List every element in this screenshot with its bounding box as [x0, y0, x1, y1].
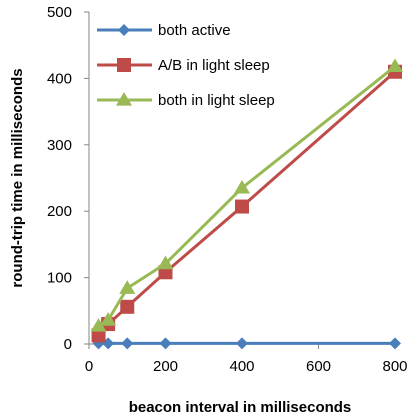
series-2 — [90, 58, 403, 332]
square-point — [235, 199, 249, 214]
square-point — [120, 299, 135, 314]
triangle-point — [387, 58, 403, 73]
diamond-point — [236, 337, 248, 350]
legend-item: both in light sleep — [97, 92, 275, 109]
diamond-point — [389, 337, 401, 350]
x-axis-title: beacon interval in milliseconds — [129, 399, 352, 416]
x-tick-label: 600 — [306, 358, 331, 375]
y-tick-label: 300 — [47, 137, 72, 154]
triangle-point — [116, 92, 132, 106]
triangle-point — [119, 280, 136, 294]
triangle-point — [100, 312, 117, 326]
triangle-point — [234, 179, 250, 194]
x-tick-label: 800 — [382, 358, 407, 375]
legend-item: both active — [97, 22, 231, 39]
y-axis-ticks: 0 100 200 300 400 500 — [47, 4, 89, 353]
triangle-point — [90, 318, 107, 332]
y-tick-label: 400 — [47, 70, 72, 87]
x-tick-label: 0 — [85, 358, 93, 375]
diamond-point — [159, 337, 172, 350]
triangle-point — [157, 255, 174, 270]
legend: both active A/B in light sleep both in lig… — [97, 22, 275, 109]
legend-label: both in light sleep — [158, 92, 275, 109]
square-point — [117, 58, 131, 72]
y-tick-label: 100 — [47, 270, 72, 287]
series-0 — [92, 337, 401, 350]
x-tick-label: 200 — [153, 358, 178, 375]
series-layer — [90, 58, 403, 350]
diamond-point — [118, 24, 130, 36]
y-tick-label: 0 — [64, 336, 72, 353]
square-point — [91, 328, 106, 343]
y-tick-label: 500 — [47, 4, 72, 21]
legend-label: A/B in light sleep — [158, 57, 270, 74]
y-tick-label: 200 — [47, 203, 72, 220]
diamond-point — [121, 337, 134, 350]
legend-item: A/B in light sleep — [97, 57, 270, 74]
legend-label: both active — [158, 22, 231, 39]
y-axis-title: round-trip time in milliseconds — [9, 68, 26, 287]
x-axis-ticks: 0 200 400 600 800 — [85, 344, 408, 375]
x-tick-label: 400 — [229, 358, 254, 375]
